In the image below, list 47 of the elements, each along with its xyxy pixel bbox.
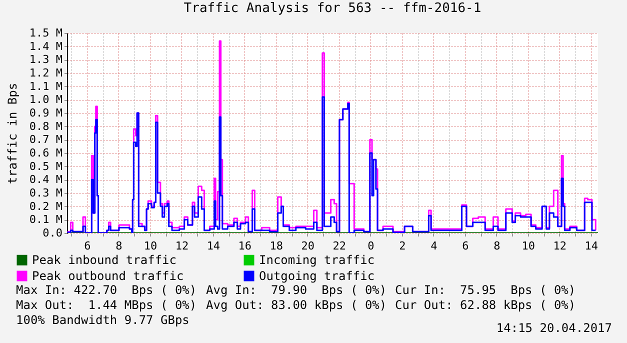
x-tick-label: 12 — [553, 240, 567, 252]
y-tick-label: 0.7 M — [29, 133, 63, 146]
text: Avg In: 79.90 Bps ( 0%) — [206, 283, 387, 297]
legend-label: Peak inbound traffic — [32, 253, 176, 268]
x-tick-label: 20 — [301, 240, 315, 252]
y-tick-label: 1.0 M — [29, 93, 63, 106]
y-tick-label: 1.3 M — [29, 53, 63, 66]
text: Max Out: 1.44 MBps ( 0%) — [16, 298, 197, 312]
x-tick-label: 10 — [522, 240, 536, 252]
x-tick-label: 4 — [430, 240, 438, 252]
x-tick-label: 14 — [206, 240, 220, 252]
x-tick-label: 18 — [270, 240, 284, 252]
chart-title: Traffic Analysis for 563 -- ffm-2016-1 — [184, 1, 482, 16]
text: 100% Bandwidth 9.77 GBps — [16, 313, 190, 327]
y-tick-label: 0.6 M — [29, 146, 63, 160]
y-tick-label: 1.1 M — [29, 80, 63, 93]
y-tick-label: 1.2 M — [29, 66, 63, 80]
text: 14:15 20.04.2017 — [496, 321, 612, 335]
x-tick-label: 6 — [462, 240, 469, 252]
legend-label: Peak outbound traffic — [32, 269, 184, 283]
y-tick-label: 1.5 M — [29, 26, 63, 40]
y-tick-label: 0.3 M — [29, 186, 63, 200]
y-tick-label: 0.0 — [42, 226, 62, 240]
y-tick-label: 0.2 M — [29, 200, 63, 213]
x-tick-label: 6 — [84, 240, 91, 252]
legend-label: Outgoing traffic — [259, 269, 375, 283]
y-axis-title: traffic in Bps — [5, 82, 20, 184]
y-tick-label: 0.5 M — [29, 160, 63, 173]
x-tick-label: 0 — [368, 240, 374, 252]
text: Cur In: 75.95 Bps ( 0%) — [395, 283, 576, 297]
legend-label: Incoming traffic — [259, 253, 375, 268]
y-tick-label: 0.9 M — [29, 106, 63, 120]
x-tick-label: 8 — [494, 240, 500, 252]
text: Cur Out: 62.88 kBps ( 0%) — [395, 298, 576, 312]
x-tick-label: 2 — [399, 240, 406, 252]
x-tick-label: 10 — [144, 240, 158, 252]
y-tick-label: 1.4 M — [29, 40, 63, 53]
y-tick-label: 0.1 M — [29, 213, 63, 226]
text: Avg Out: 83.00 kBps ( 0%) — [206, 298, 387, 312]
x-tick-label: 22 — [332, 240, 346, 252]
y-tick-label: 0.4 M — [29, 173, 63, 186]
x-tick-label: 14 — [584, 240, 598, 252]
x-tick-label: 8 — [116, 240, 122, 252]
x-tick-label: 16 — [238, 240, 252, 252]
x-tick-label: 12 — [175, 240, 189, 252]
text: Max In: 422.70 Bps ( 0%) — [16, 283, 197, 297]
y-tick-label: 0.8 M — [29, 120, 63, 133]
